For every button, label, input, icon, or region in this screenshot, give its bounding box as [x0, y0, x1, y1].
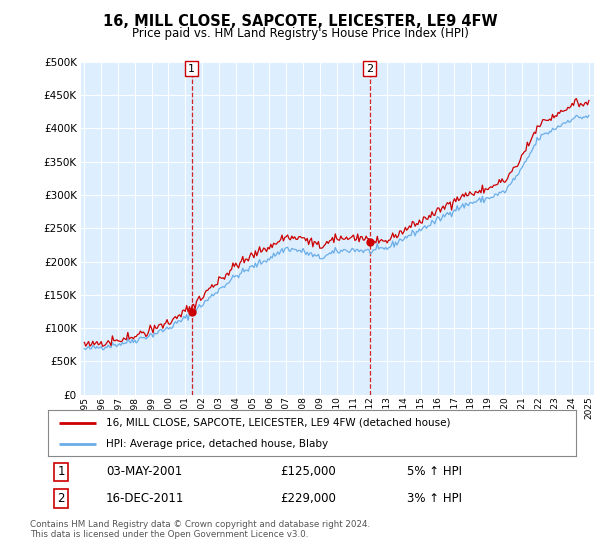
Text: 2: 2: [58, 492, 65, 505]
Text: 1: 1: [188, 64, 195, 73]
Bar: [191, 62, 370, 395]
Text: £229,000: £229,000: [280, 492, 336, 505]
Text: 16, MILL CLOSE, SAPCOTE, LEICESTER, LE9 4FW (detached house): 16, MILL CLOSE, SAPCOTE, LEICESTER, LE9 …: [106, 418, 451, 428]
Text: 3% ↑ HPI: 3% ↑ HPI: [407, 492, 462, 505]
Text: HPI: Average price, detached house, Blaby: HPI: Average price, detached house, Blab…: [106, 439, 328, 449]
Text: 5% ↑ HPI: 5% ↑ HPI: [407, 465, 462, 478]
Text: Price paid vs. HM Land Registry's House Price Index (HPI): Price paid vs. HM Land Registry's House …: [131, 27, 469, 40]
Text: 2: 2: [366, 64, 373, 73]
Text: Contains HM Land Registry data © Crown copyright and database right 2024.
This d: Contains HM Land Registry data © Crown c…: [30, 520, 370, 539]
Text: 1: 1: [58, 465, 65, 478]
Text: 16-DEC-2011: 16-DEC-2011: [106, 492, 184, 505]
Text: £125,000: £125,000: [280, 465, 336, 478]
Text: 16, MILL CLOSE, SAPCOTE, LEICESTER, LE9 4FW: 16, MILL CLOSE, SAPCOTE, LEICESTER, LE9 …: [103, 14, 497, 29]
Text: 03-MAY-2001: 03-MAY-2001: [106, 465, 182, 478]
